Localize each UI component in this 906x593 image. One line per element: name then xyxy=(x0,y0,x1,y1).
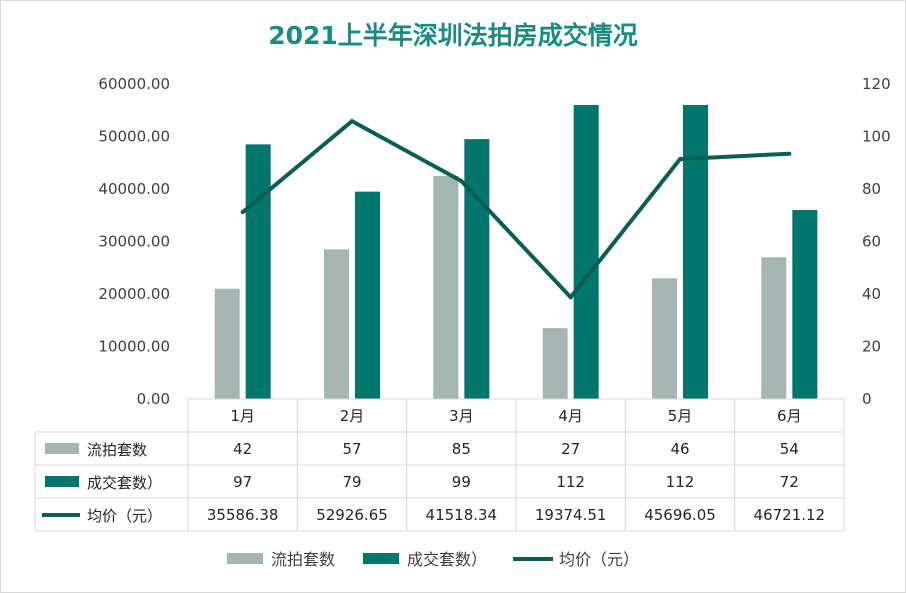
y-right-tick-label: 20 xyxy=(862,338,881,356)
table-value: 112 xyxy=(556,473,585,491)
bar-1 xyxy=(433,175,459,399)
table-value: 57 xyxy=(342,440,361,458)
line-series-1 xyxy=(241,119,790,300)
line-point xyxy=(678,157,682,162)
legend-label: 成交套数） xyxy=(407,550,487,569)
table-value: 42 xyxy=(233,440,252,458)
table-value: 79 xyxy=(342,473,361,491)
category-label: 1月 xyxy=(230,407,255,425)
line-point xyxy=(459,179,464,184)
y-right-tick-label: 0 xyxy=(862,390,872,408)
legend-key xyxy=(227,553,263,564)
category-label: 3月 xyxy=(449,407,474,425)
y-right-tick-label: 60 xyxy=(862,233,881,251)
bar-2 xyxy=(355,191,380,399)
table-value: 35586.38 xyxy=(207,506,279,524)
bar-2 xyxy=(792,210,818,399)
category-label: 2月 xyxy=(340,407,365,425)
y-left-tick-label: 30000.00 xyxy=(98,233,170,251)
y-left-tick-label: 50000.00 xyxy=(98,128,170,146)
y-left-tick-label: 0.00 xyxy=(137,390,170,408)
y-left-tick-label: 60000.00 xyxy=(98,75,170,93)
table-value: 19374.51 xyxy=(535,506,607,524)
table-value: 46 xyxy=(670,440,689,458)
table-value: 72 xyxy=(780,473,799,491)
bar-2 xyxy=(573,105,599,399)
line-point xyxy=(240,210,245,215)
category-label: 5月 xyxy=(668,407,693,425)
legend-label: 流拍套数 xyxy=(271,550,335,569)
table-value: 112 xyxy=(666,473,695,491)
line-point xyxy=(350,119,354,124)
table-value: 46721.12 xyxy=(754,506,826,524)
table-value: 97 xyxy=(233,473,252,491)
bar-2 xyxy=(464,139,490,399)
table-value: 99 xyxy=(452,473,471,491)
bar-1 xyxy=(761,257,787,399)
table-value: 45696.05 xyxy=(644,506,716,524)
bar-1 xyxy=(652,278,677,399)
table-value: 54 xyxy=(780,440,799,458)
line-point xyxy=(568,295,573,300)
category-label: 6月 xyxy=(777,407,802,425)
table-value: 85 xyxy=(452,440,471,458)
y-right-tick-label: 120 xyxy=(862,75,891,93)
y-left-tick-label: 20000.00 xyxy=(98,285,170,303)
bar-1 xyxy=(542,328,568,399)
table-legend-key xyxy=(45,476,79,487)
table-legend-key xyxy=(45,443,79,454)
table-value: 27 xyxy=(561,440,580,458)
bar-1 xyxy=(214,288,240,399)
legend-label: 均价（元） xyxy=(559,550,639,569)
y-right-tick-label: 40 xyxy=(862,285,881,303)
bar-2 xyxy=(245,144,271,399)
table-value: 52926.65 xyxy=(316,506,388,524)
legend-key xyxy=(363,553,400,564)
table-series-name: 成交套数） xyxy=(87,474,162,492)
y-left-tick-label: 40000.00 xyxy=(98,180,170,198)
table-series-name: 流拍套数 xyxy=(87,441,147,459)
table-value: 41518.34 xyxy=(426,506,498,524)
table-series-name: 均价（元） xyxy=(87,507,162,525)
chart-title: 2021上半年深圳法拍房成交情况 xyxy=(268,21,638,50)
bar-2 xyxy=(683,105,708,399)
line-point xyxy=(787,151,792,156)
y-right-tick-label: 80 xyxy=(862,180,881,198)
y-right-tick-label: 100 xyxy=(862,128,891,146)
bar-1 xyxy=(324,249,349,399)
category-label: 4月 xyxy=(558,407,583,425)
y-left-tick-label: 10000.00 xyxy=(98,338,170,356)
